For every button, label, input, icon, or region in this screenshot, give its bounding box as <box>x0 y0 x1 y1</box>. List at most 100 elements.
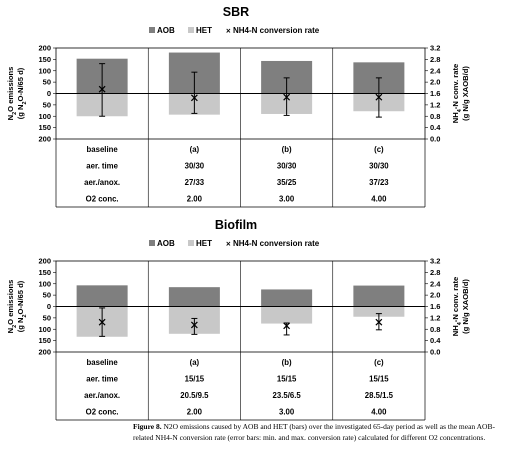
biofilm-table-cell: 15/15 <box>277 375 297 384</box>
biofilm-y-right-tick-label: 1.2 <box>430 313 440 322</box>
sbr-y-left-label-line1: N2O emissions <box>6 67 18 121</box>
biofilm-y-left-label-line1: N2O emissions <box>6 280 18 334</box>
sbr-y-right-tick-label: 0.4 <box>430 123 441 132</box>
sbr-y-right-tick-label: 2.4 <box>430 66 441 75</box>
sbr-y-left-tick-label: 50 <box>43 78 51 87</box>
biofilm-rate-marker <box>98 318 106 326</box>
sbr-title: SBR <box>223 5 249 19</box>
biofilm-rate-marker <box>190 321 198 329</box>
biofilm-legend-het-swatch <box>188 240 194 246</box>
sbr-table-row-label: O2 conc. <box>86 195 119 204</box>
sbr-y-left-label-line1-text: N2O emissions <box>6 67 18 121</box>
caption-text: N2O emissions caused by AOB and HET (bar… <box>133 422 495 442</box>
biofilm-bar-aob <box>261 289 313 307</box>
sbr-legend-aob-label: AOB <box>157 26 175 35</box>
biofilm-table-row-label: aer. time <box>86 375 118 384</box>
sbr-table-cell: 30/30 <box>185 162 205 171</box>
biofilm-y-right-tick-label: 0.4 <box>430 336 441 345</box>
sbr-y-right-tick-label: 3.2 <box>430 44 440 53</box>
sbr-y-left-tick-label: 100 <box>38 66 51 75</box>
sbr-y-left-tick-label: 200 <box>38 135 51 144</box>
biofilm-y-left-tick-label: 100 <box>38 325 51 334</box>
biofilm-y-left-tick-label: 150 <box>38 268 51 277</box>
biofilm-y-left-label-line1-text: N2O emissions <box>6 280 18 334</box>
biofilm-y-right-label-line1-text: NH4-N conv. rate <box>451 277 463 336</box>
biofilm-y-right-tick-label: 2.0 <box>430 291 440 300</box>
sbr-table-cell: 3.00 <box>279 195 295 204</box>
sbr-y-left-label-line2: (g N2O-N/65 d) <box>16 67 28 119</box>
sbr-table-cell: 30/30 <box>277 162 297 171</box>
biofilm-table-cell: 15/15 <box>369 375 389 384</box>
sbr-y-right-label-line2: (g N/g XAOB/d) <box>461 66 470 121</box>
sbr-y-left-tick-label: 0 <box>47 89 51 98</box>
biofilm-table-cell: (a) <box>190 358 200 367</box>
biofilm-bar-aob <box>353 285 405 307</box>
biofilm-y-left-tick-label: 50 <box>43 313 51 322</box>
biofilm-y-right-label-line2-text: (g N/g XAOB/d) <box>461 279 470 334</box>
biofilm-legend-rate-label: NH4-N conversion rate <box>233 239 320 248</box>
biofilm-table-cell: 3.00 <box>279 408 295 417</box>
sbr-table-row-label: baseline <box>87 145 119 154</box>
biofilm-y-right-label-line1: NH4-N conv. rate <box>451 277 463 336</box>
biofilm-y-right-tick-label: 0.0 <box>430 348 440 357</box>
biofilm-y-left-tick-label: 150 <box>38 336 51 345</box>
sbr-table-row-label: aer. time <box>86 162 118 171</box>
biofilm-table-cell: 23.5/6.5 <box>273 391 302 400</box>
biofilm-title: Biofilm <box>215 218 257 232</box>
sbr-table-cell: (b) <box>282 145 292 154</box>
biofilm-bar-het <box>261 306 313 324</box>
biofilm-rate-marker <box>375 318 383 326</box>
biofilm-table-cell: (c) <box>374 358 384 367</box>
sbr-y-right-label-line1-text: NH4-N conv. rate <box>451 64 463 123</box>
biofilm-y-left-tick-label: 0 <box>47 302 51 311</box>
biofilm-y-right-label-line2: (g N/g XAOB/d) <box>461 279 470 334</box>
sbr-legend-het-swatch <box>188 27 194 33</box>
sbr-y-left-tick-label: 50 <box>43 100 51 109</box>
biofilm-table-row-label: aer./anox. <box>84 391 120 400</box>
biofilm-table-row-label: baseline <box>87 358 119 367</box>
sbr-table-cell: 4.00 <box>371 195 387 204</box>
biofilm-rate-marker <box>283 322 291 330</box>
sbr-table-cell: 37/23 <box>369 178 389 187</box>
biofilm-y-right-tick-label: 3.2 <box>430 257 440 266</box>
biofilm-table-cell: (b) <box>282 358 292 367</box>
biofilm-y-right-tick-label: 0.8 <box>430 325 440 334</box>
biofilm-table-cell: 2.00 <box>187 408 203 417</box>
sbr-y-left-tick-label: 150 <box>38 55 51 64</box>
biofilm-table-cell: 28.5/1.5 <box>365 391 394 400</box>
caption-label: Figure 8. <box>133 422 162 431</box>
sbr-y-right-tick-label: 2.8 <box>430 55 440 64</box>
figure-caption: Figure 8. N2O emissions caused by AOB an… <box>133 421 509 443</box>
sbr-table-cell: 2.00 <box>187 195 203 204</box>
biofilm-y-left-tick-label: 200 <box>38 348 51 357</box>
sbr-y-left-tick-label: 200 <box>38 44 51 53</box>
biofilm-y-left-label-line2-text: (g N2O-N/65 d) <box>16 280 28 332</box>
sbr-table-cell: (a) <box>190 145 200 154</box>
biofilm-table-cell: 15/15 <box>185 375 205 384</box>
biofilm-y-right-tick-label: 1.6 <box>430 302 440 311</box>
biofilm-y-left-tick-label: 200 <box>38 257 51 266</box>
sbr-legend-het-label: HET <box>196 26 212 35</box>
sbr-legend-rate-marker: × <box>226 27 231 36</box>
biofilm-table-cell: 4.00 <box>371 408 387 417</box>
sbr-y-right-label-line1: NH4-N conv. rate <box>451 64 463 123</box>
biofilm-y-right-tick-label: 2.8 <box>430 268 440 277</box>
sbr-table-cell: 35/25 <box>277 178 297 187</box>
biofilm-legend-het-label: HET <box>196 239 212 248</box>
biofilm-table-cell: 20.5/9.5 <box>180 391 209 400</box>
sbr-rate-marker <box>375 93 383 101</box>
biofilm-y-left-label-line2: (g N2O-N/65 d) <box>16 280 28 332</box>
sbr-y-right-tick-label: 2.0 <box>430 78 440 87</box>
sbr-table-cell: 27/33 <box>185 178 205 187</box>
sbr-y-right-label-line2-text: (g N/g XAOB/d) <box>461 66 470 121</box>
biofilm-bar-aob <box>76 285 128 307</box>
sbr-table-cell: (c) <box>374 145 384 154</box>
biofilm-table-row-label: O2 conc. <box>86 408 119 417</box>
sbr-table-row-label: aer./anox. <box>84 178 120 187</box>
biofilm-y-right-tick-label: 2.4 <box>430 279 441 288</box>
sbr-y-right-tick-label: 0.0 <box>430 135 440 144</box>
sbr-y-left-tick-label: 100 <box>38 112 51 121</box>
sbr-rate-marker <box>190 94 198 102</box>
biofilm-y-left-tick-label: 100 <box>38 279 51 288</box>
sbr-legend-aob-swatch <box>149 27 155 33</box>
